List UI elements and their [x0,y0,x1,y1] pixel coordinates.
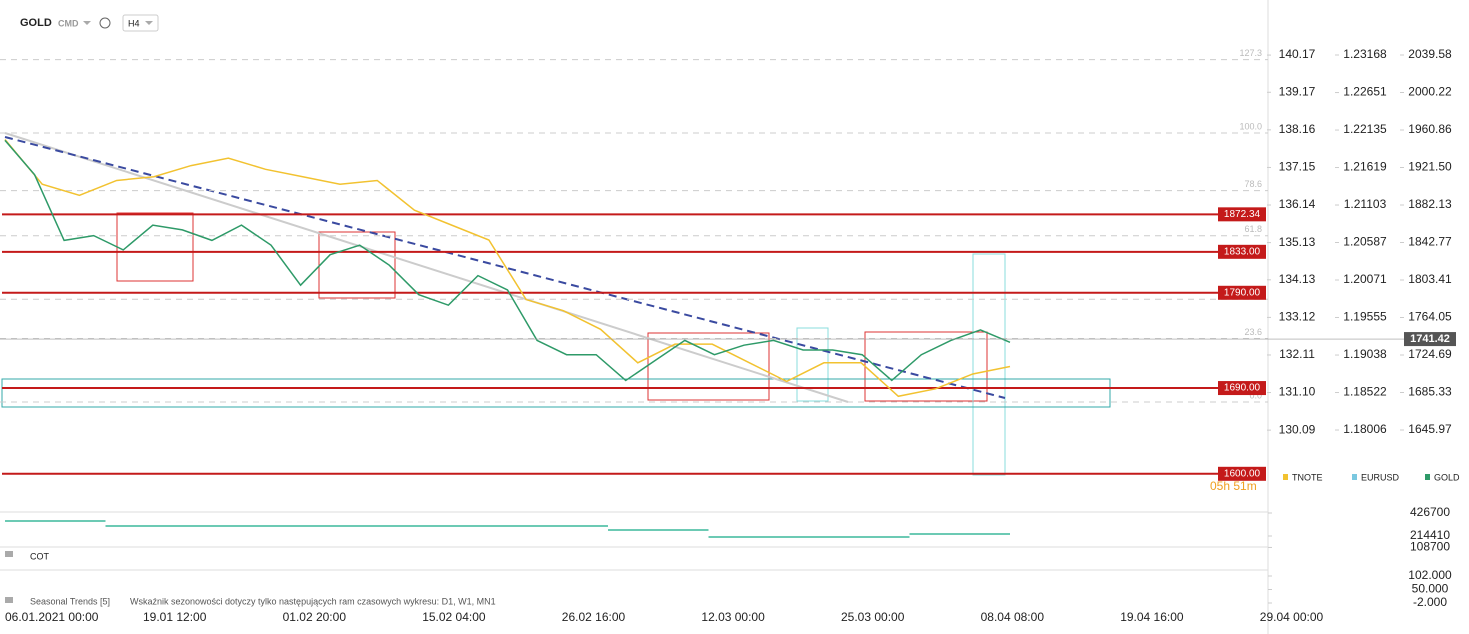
x-tick-label: 15.02 04:00 [422,610,486,624]
market: CMD [58,18,79,28]
y-tick-label: 130.09 [1279,422,1316,436]
y-tick-label: 1882.13 [1408,197,1452,211]
y-tick-label: 1.18006 [1343,422,1387,436]
fib-label: 100.0 [1239,121,1262,131]
y-tick-label: 2000.22 [1408,85,1452,99]
y-tick-label: 131.10 [1279,385,1316,399]
fib-label: 61.8 [1244,224,1262,234]
x-tick-label: 25.03 00:00 [841,610,905,624]
y-tick-label: 1.19038 [1343,347,1387,361]
y-tick-label: 1.22135 [1343,122,1387,136]
y-tick-label: 214410 [1410,528,1450,542]
fib-label: 78.6 [1244,179,1262,189]
countdown: 05h 51m [1210,479,1257,493]
y-tick-label: 108700 [1410,540,1450,554]
trend-line [4,132,849,403]
level-label: 1600.00 [1224,468,1261,479]
range-box [1,378,1111,408]
price-line [4,139,1011,382]
x-tick-label: 12.03 00:00 [701,610,765,624]
y-tick-label: 1.19555 [1343,310,1387,324]
y-tick-label: 135.13 [1279,235,1316,249]
y-tick-label: 1960.86 [1408,122,1452,136]
y-tick-label: 1.21619 [1343,160,1387,174]
y-tick-label: 1764.05 [1408,310,1452,324]
y-tick-label: 1842.77 [1408,235,1452,249]
interval-box[interactable] [122,14,159,32]
level-label: 1790.00 [1224,287,1261,298]
level-label: 1872.34 [1224,209,1261,220]
range-box [972,253,1006,476]
price-line [4,139,1011,398]
y-tick-label: -2.000 [1413,595,1447,609]
level-label: 1833.00 [1224,246,1261,257]
legend-label[interactable]: EURUSD [1361,472,1400,482]
level-tag [1218,285,1266,300]
trend-line [4,136,1006,399]
range-box [116,212,194,282]
y-tick-label: 137.15 [1279,160,1316,174]
symbol[interactable]: GOLD [20,17,52,29]
range-box [647,332,770,401]
dropdown-arrow[interactable] [83,21,91,25]
y-tick-label: 132.11 [1279,347,1315,361]
x-tick-label: 19.01 12:00 [143,610,207,624]
fib-label: 0.0 [1249,390,1262,400]
y-tick-label: 1921.50 [1408,160,1452,174]
seasonal-name: Seasonal Trends [5] [30,596,110,606]
level-tag [1218,207,1266,222]
range-box [796,327,829,402]
y-tick-label: 139.17 [1279,84,1316,98]
range-box [318,231,396,299]
panel-icon[interactable] [5,597,13,603]
last-price-label: 1741.42 [1410,333,1450,345]
drawings [1,132,1111,476]
fib-label: 23.6 [1244,327,1262,337]
x-tick-label: 26.02 16:00 [562,610,626,624]
x-tick-label: 01.02 20:00 [283,610,347,624]
y-tick-label: 1645.97 [1408,422,1452,436]
y-tick-label: 1.20071 [1343,272,1387,286]
y-tick-label: 134.13 [1279,272,1316,286]
y-tick-label: 426700 [1410,505,1450,519]
y-tick-label: 50.000 [1412,582,1449,596]
x-tick-label: 19.04 16:00 [1120,610,1184,624]
x-tick-label: 06.01.2021 00:00 [5,610,99,624]
y-tick-label: 1724.69 [1408,347,1452,361]
legend-swatch [1283,474,1288,480]
fib-label: 127.3 [1239,48,1262,58]
cot-label: COT [30,551,50,561]
y-tick-label: 1.23168 [1343,47,1387,61]
y-tick-label: 1685.33 [1408,385,1452,399]
y-tick-label: 2039.58 [1408,47,1452,61]
y-tick-label: 136.14 [1279,197,1316,211]
y-tick-label: 1.21103 [1344,197,1387,211]
y-tick-label: 102.000 [1408,568,1452,582]
level-tag [1218,466,1266,481]
level-label: 1690.00 [1224,383,1261,394]
legend-swatch [1352,474,1357,480]
legend-label[interactable]: TNOTE [1292,472,1323,482]
info-icon[interactable] [99,17,111,29]
last-price-tag [1404,332,1456,347]
y-tick-label: 1803.41 [1408,272,1452,286]
y-tick-label: 1.20587 [1343,235,1387,249]
y-tick-label: 1.22651 [1343,85,1387,99]
x-tick-label: 08.04 08:00 [981,610,1045,624]
interval[interactable]: H4 [128,18,140,28]
y-tick-label: 1.18522 [1343,385,1387,399]
x-tick-label: 29.04 00:00 [1260,610,1324,624]
y-tick-label: 133.12 [1279,310,1316,324]
level-tag [1218,381,1266,396]
legend-label[interactable]: GOLD [1434,472,1460,482]
panel-icon[interactable] [5,551,13,557]
seasonal-note: Wskaźnik sezonowości dotyczy tylko nastę… [130,596,496,606]
legend-swatch [1425,474,1430,480]
y-tick-label: 138.16 [1279,122,1316,136]
y-tick-label: 140.17 [1279,47,1316,61]
dropdown-arrow[interactable] [145,21,153,25]
level-tag [1218,244,1266,259]
